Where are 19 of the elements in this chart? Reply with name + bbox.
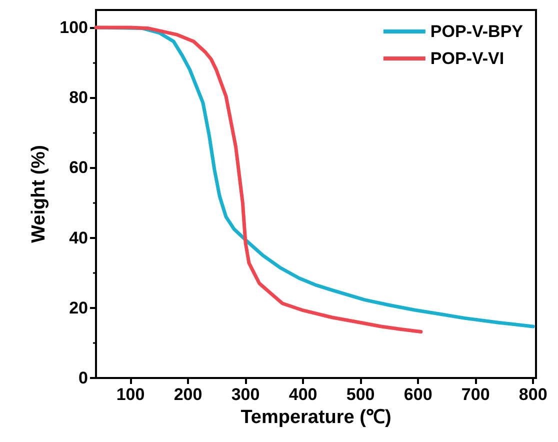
x-tick-label: 600 [404,385,432,404]
x-tick-label: 800 [518,385,548,404]
y-tick-label: 20 [69,298,88,318]
y-tick-label: 100 [60,18,88,38]
line-series [94,26,423,334]
x-tick-label: 100 [116,385,145,404]
x-tick-label: 500 [346,385,375,404]
x-tick-label: 700 [461,385,490,404]
x-axis-title: Temperature (℃) [240,406,392,428]
y-tick-label: 60 [69,158,88,178]
y-tick-label: 80 [69,88,88,108]
x-tick-label: 400 [288,385,318,404]
y-tick-label: 40 [69,228,88,248]
y-axis-title: Weight (%) [28,145,50,243]
x-tick-label: 200 [174,385,202,404]
x-tick-label: 300 [231,385,260,404]
y-tick-label: 0 [78,368,88,388]
legend-label: POP-V-BPY [430,22,524,41]
legend-label: POP-V-VI [430,49,504,68]
